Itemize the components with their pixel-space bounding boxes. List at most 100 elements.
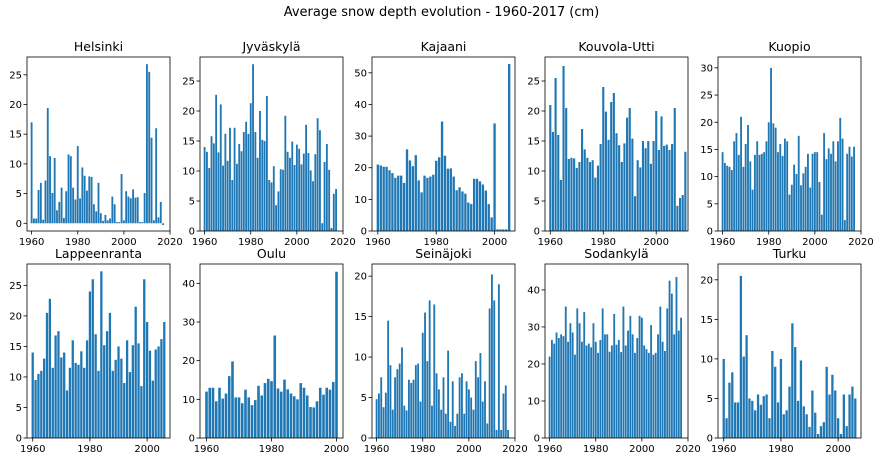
bar (266, 378, 270, 438)
y-tick-label: 20 (9, 100, 22, 111)
bar (772, 123, 775, 231)
bar (816, 152, 819, 231)
y-tick-label: 10 (9, 159, 22, 170)
bar (71, 340, 74, 438)
bar (394, 377, 396, 438)
bar (813, 152, 816, 231)
bar (272, 166, 275, 231)
x-tick-label: 1980 (756, 237, 781, 248)
bar (808, 426, 811, 438)
bar (268, 180, 271, 231)
bar (467, 202, 470, 231)
bar (210, 136, 213, 231)
bar (628, 108, 631, 231)
bar (486, 423, 489, 438)
bar (54, 335, 57, 438)
bar (788, 386, 791, 438)
bar (60, 187, 63, 224)
bar (224, 393, 228, 438)
bar (557, 338, 560, 438)
bar (832, 141, 835, 231)
bar (790, 184, 793, 231)
bar (407, 379, 410, 438)
bar (820, 214, 823, 231)
bar (631, 334, 634, 438)
y-tick-label: 20 (182, 107, 195, 118)
bar (240, 151, 243, 231)
bar (323, 162, 326, 231)
bar (86, 190, 88, 224)
bar (67, 154, 70, 224)
y-tick-label: 20 (354, 163, 367, 174)
bar (779, 358, 783, 438)
y-tick-label: 40 (354, 100, 367, 111)
y-tick-label: 20 (527, 359, 540, 370)
bar (143, 192, 146, 224)
bar (134, 197, 137, 224)
bar (781, 155, 784, 231)
bar (785, 410, 788, 438)
bar (749, 161, 752, 231)
y-tick-label: 10 (527, 396, 540, 407)
bar (555, 332, 558, 438)
bar (793, 164, 796, 231)
bar (825, 366, 828, 438)
bar (426, 177, 429, 231)
bar (562, 66, 565, 231)
bar (610, 102, 613, 231)
bar (231, 180, 234, 231)
bar (841, 138, 844, 231)
bar (56, 210, 58, 224)
bar (426, 361, 429, 438)
bar (678, 198, 682, 231)
bar (48, 298, 52, 438)
y-tick-label: 50 (354, 68, 367, 79)
axes-frame (717, 263, 862, 439)
bar (458, 187, 461, 231)
bar (620, 162, 623, 231)
y-tick-label: 0 (16, 219, 22, 230)
bar (613, 313, 616, 438)
bar (818, 182, 821, 231)
y-tick-label: 5 (534, 197, 540, 208)
bar (627, 330, 629, 438)
bar (449, 421, 452, 438)
bar (385, 166, 388, 231)
bar (305, 124, 308, 231)
x-tick-label: 2020 (848, 237, 873, 248)
axes-frame (371, 56, 516, 232)
bar (550, 339, 553, 438)
bar (723, 163, 726, 231)
bar (644, 148, 647, 231)
bar (402, 182, 406, 231)
bar (403, 405, 406, 438)
bar (725, 418, 728, 438)
bar (571, 332, 574, 438)
x-tick-label: 1980 (583, 444, 608, 455)
y-tick-label: 15 (700, 315, 713, 326)
y-tick-label: 15 (700, 145, 713, 156)
bar (102, 220, 105, 224)
x-tick-label: 2000 (134, 444, 159, 455)
bar (751, 189, 754, 231)
bar (155, 128, 158, 224)
bar (567, 159, 570, 231)
bar (117, 346, 120, 438)
x-tick-label: 1980 (591, 237, 616, 248)
bar (581, 129, 584, 231)
bar (759, 404, 763, 438)
bar (283, 379, 286, 438)
bar (53, 157, 56, 224)
bar (601, 308, 604, 438)
y-tick-label: 0 (189, 227, 195, 238)
bar (583, 149, 586, 231)
bar (756, 394, 760, 438)
bar (624, 345, 627, 438)
bar (400, 175, 403, 231)
subplot-title: Sodankylä (584, 246, 648, 261)
bar (314, 154, 317, 231)
subplot-sodankyl-: Sodankylä 1960 1980 2000 2020 0 10 20 30 40 (527, 246, 700, 455)
bar (60, 357, 63, 438)
y-tick-label: 10 (182, 395, 195, 406)
y-tick-label: 15 (182, 137, 195, 148)
